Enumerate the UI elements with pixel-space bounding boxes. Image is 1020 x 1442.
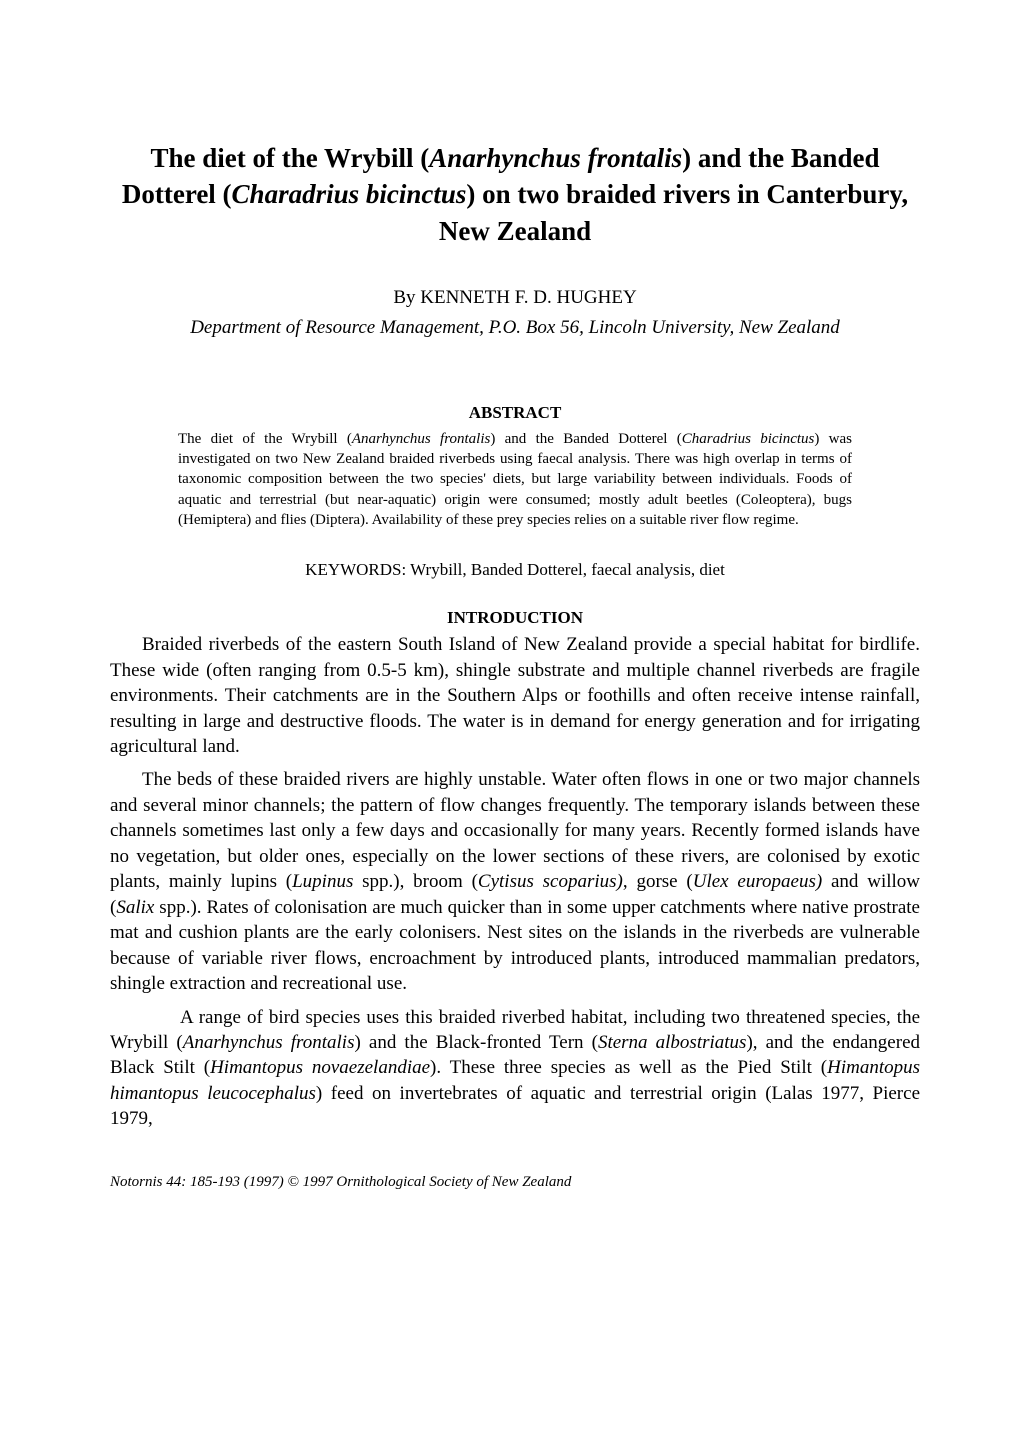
body-text: spp.). Rates of colonisation are much qu…: [110, 897, 920, 994]
body-paragraph: A range of bird species uses this braide…: [110, 1005, 920, 1132]
body-species: Cytisus scoparius): [478, 871, 623, 892]
body-species: Salix: [116, 897, 154, 918]
body-text: , gorse (: [623, 871, 693, 892]
abstract-text: ) and the Banded Dotterel (: [490, 431, 681, 447]
author-by: By: [393, 287, 420, 308]
keywords-line: KEYWORDS: Wrybill, Banded Dotterel, faec…: [110, 560, 920, 580]
abstract-text: The diet of the Wrybill (: [178, 431, 352, 447]
abstract-species: Charadrius bicinctus: [682, 431, 815, 447]
body-species: Sterna albostriatus: [598, 1032, 747, 1053]
abstract-body: The diet of the Wrybill (Anarhynchus fro…: [178, 429, 852, 530]
body-species: Anarhynchus frontalis: [183, 1032, 355, 1053]
article-title: The diet of the Wrybill (Anarhynchus fro…: [110, 140, 920, 249]
author-affiliation: Department of Resource Management, P.O. …: [110, 315, 920, 341]
abstract-heading: ABSTRACT: [110, 403, 920, 423]
title-text: ) and the: [682, 143, 784, 173]
author-line: By KENNETH F. D. HUGHEY: [110, 287, 920, 309]
body-species: Ulex europaeus): [693, 871, 822, 892]
title-species: Charadrius bicinctus: [232, 179, 467, 209]
body-species: Lupinus: [292, 871, 353, 892]
author-name: KENNETH F. D. HUGHEY: [420, 287, 636, 308]
footer-citation: Notornis 44: 185-193 (1997) © 1997 Ornit…: [110, 1174, 920, 1191]
body-paragraph: The beds of these braided rivers are hig…: [110, 767, 920, 996]
body-text: ) and the Black-fronted Tern (: [354, 1032, 597, 1053]
body-text: ). These three species as well as the Pi…: [430, 1057, 827, 1078]
body-species: Himantopus novaezelandiae: [210, 1057, 430, 1078]
body-paragraph: Braided riverbeds of the eastern South I…: [110, 632, 920, 759]
introduction-heading: INTRODUCTION: [110, 608, 920, 628]
title-text: ) on two braided: [466, 179, 656, 209]
title-species: Anarhynchus frontalis: [429, 143, 682, 173]
body-text: spp.), broom (: [353, 871, 478, 892]
title-text: The diet of the Wrybill (: [151, 143, 430, 173]
abstract-species: Anarhynchus frontalis: [352, 431, 490, 447]
